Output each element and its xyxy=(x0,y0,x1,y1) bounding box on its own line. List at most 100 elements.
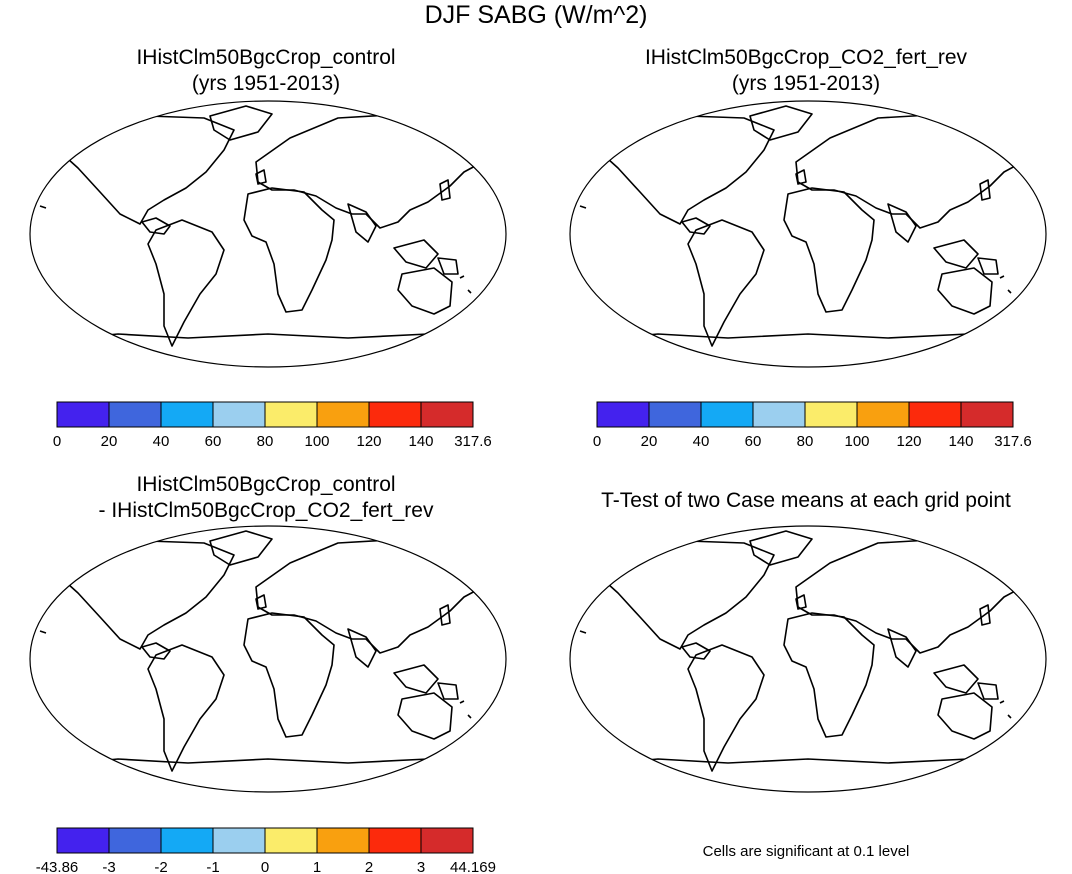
colorbar-tick-label: -2 xyxy=(154,859,167,874)
significant-cell xyxy=(728,690,732,694)
difference-cell xyxy=(324,669,328,673)
difference-cell xyxy=(486,616,490,620)
difference-cell xyxy=(255,654,259,658)
difference-cell xyxy=(250,725,254,729)
difference-cell xyxy=(201,720,205,724)
significant-cell xyxy=(832,690,836,694)
difference-cell xyxy=(311,657,315,661)
significant-cell xyxy=(912,632,916,636)
difference-cell xyxy=(332,562,336,566)
difference-cell xyxy=(79,586,83,590)
significant-cell xyxy=(853,692,857,696)
difference-cell xyxy=(477,556,481,560)
difference-cell xyxy=(319,719,323,723)
difference-cell xyxy=(85,700,89,704)
significant-cell xyxy=(696,662,700,666)
difference-cell xyxy=(178,606,182,610)
significant-cell xyxy=(735,688,739,692)
difference-cell xyxy=(272,630,276,634)
significant-cell xyxy=(744,670,748,674)
significant-cell xyxy=(926,644,930,648)
significant-cell xyxy=(715,666,719,670)
difference-cell xyxy=(111,587,115,591)
significant-cell xyxy=(695,681,699,685)
significant-cell xyxy=(970,724,974,728)
difference-cell xyxy=(171,552,175,556)
significant-cell xyxy=(834,688,838,692)
significant-cell xyxy=(848,641,852,645)
difference-cell xyxy=(50,732,52,736)
significant-cell xyxy=(955,723,959,727)
significant-cell xyxy=(841,678,845,682)
significant-cell xyxy=(727,691,731,695)
significant-cell xyxy=(741,660,745,664)
significant-cell xyxy=(857,676,861,680)
significant-cell xyxy=(943,704,947,708)
significant-cell xyxy=(871,635,875,639)
significant-cell xyxy=(868,646,872,650)
difference-cell xyxy=(275,678,279,682)
significant-cell xyxy=(970,724,974,728)
difference-cell xyxy=(174,613,178,617)
difference-cell xyxy=(43,762,46,765)
difference-cell xyxy=(411,691,415,695)
significant-cell xyxy=(730,686,734,690)
difference-cell xyxy=(447,710,451,714)
difference-cell xyxy=(106,585,110,589)
significant-cell xyxy=(712,730,716,734)
difference-cell xyxy=(209,566,213,570)
significant-cell xyxy=(951,660,955,664)
significant-cell xyxy=(698,692,702,696)
significant-cell xyxy=(979,661,983,665)
significant-cell xyxy=(923,645,927,649)
colorbar-swatch xyxy=(264,827,318,854)
significant-cell xyxy=(834,645,838,649)
significant-cell xyxy=(810,588,814,592)
difference-cell xyxy=(211,743,215,747)
difference-cell xyxy=(490,720,494,724)
significant-cell xyxy=(852,644,856,648)
difference-cell xyxy=(362,586,366,590)
significant-cell xyxy=(694,701,698,705)
difference-cell xyxy=(127,539,131,543)
significant-cell xyxy=(708,741,712,745)
difference-cell xyxy=(445,566,449,570)
significant-cell xyxy=(860,685,864,689)
difference-cell xyxy=(349,648,353,652)
difference-cell xyxy=(377,753,381,757)
significant-cell xyxy=(914,635,918,639)
significant-cell xyxy=(720,663,724,667)
significant-cell xyxy=(857,642,861,646)
difference-cell xyxy=(59,702,63,706)
difference-cell xyxy=(412,545,416,549)
difference-cell xyxy=(85,654,89,658)
significant-cell xyxy=(849,690,853,694)
difference-cell xyxy=(123,649,127,653)
significant-cell xyxy=(655,597,659,601)
significant-cell xyxy=(649,620,653,624)
difference-cell xyxy=(109,568,113,572)
significant-cell xyxy=(741,661,745,665)
significant-cell xyxy=(733,669,737,673)
difference-cell xyxy=(104,742,108,746)
significant-cell xyxy=(827,643,831,647)
significant-cell xyxy=(740,678,744,682)
difference-cell xyxy=(303,689,307,693)
significant-cell xyxy=(830,679,834,683)
significant-cell xyxy=(630,571,634,575)
significant-cell xyxy=(837,665,841,669)
significant-cell xyxy=(705,671,709,675)
significant-cell xyxy=(652,597,656,601)
significant-cell xyxy=(713,730,717,734)
difference-cell xyxy=(171,686,175,690)
significant-cell xyxy=(918,632,922,636)
difference-cell xyxy=(294,595,298,599)
significant-cell xyxy=(642,591,646,595)
significant-cell xyxy=(595,605,599,609)
difference-cell xyxy=(281,557,285,561)
significant-cell xyxy=(703,706,707,710)
significant-cell xyxy=(909,635,913,639)
significant-cell xyxy=(913,642,917,646)
significant-cell xyxy=(852,673,856,677)
difference-cell xyxy=(324,740,328,744)
